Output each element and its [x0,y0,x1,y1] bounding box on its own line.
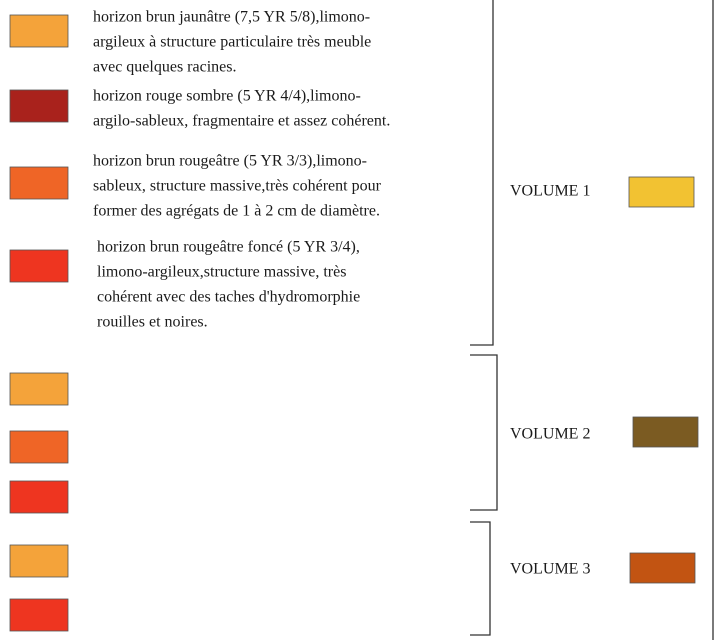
horizon-description: horizon rouge sombre (5 YR 4/4),limono- [93,88,361,105]
volume-swatch [629,552,696,584]
volume-label: VOLUME 3 [510,561,590,578]
horizon-description: argilo-sableux, fragmentaire et assez co… [93,113,390,130]
horizon-swatch [9,249,69,283]
horizon-description: argileux à structure particulaire très m… [93,34,371,51]
horizon-swatch [9,89,69,123]
horizon-description: rouilles et noires. [97,314,208,331]
horizon-swatch [9,544,69,578]
horizon-swatch [9,372,69,406]
bracket-volume-1 [470,0,494,346]
volume-swatch [632,416,699,448]
horizon-swatch [9,598,69,632]
horizon-description: horizon brun rougeâtre (5 YR 3/3),limono… [93,153,367,170]
bracket-volume-2 [470,354,498,511]
horizon-description: former des agrégats de 1 à 2 cm de diamè… [93,203,380,220]
horizon-description: horizon brun rougeâtre foncé (5 YR 3/4), [97,239,360,256]
horizon-description: sableux, structure massive,très cohérent… [93,178,382,195]
volume-label: VOLUME 1 [510,183,590,200]
horizon-swatch [9,430,69,464]
horizon-description: horizon brun jaunâtre (7,5 YR 5/8),limon… [93,9,370,26]
horizon-swatch [9,480,69,514]
horizon-description: cohérent avec des taches d'hydromorphie [97,289,360,306]
horizon-swatch [9,14,69,48]
volume-label: VOLUME 2 [510,426,590,443]
horizon-swatch [9,166,69,200]
bracket-volume-3 [470,521,491,636]
volume-swatch [628,176,695,208]
horizon-description: avec quelques racines. [93,59,236,76]
horizon-description: limono-argileux,structure massive, très [97,264,346,281]
